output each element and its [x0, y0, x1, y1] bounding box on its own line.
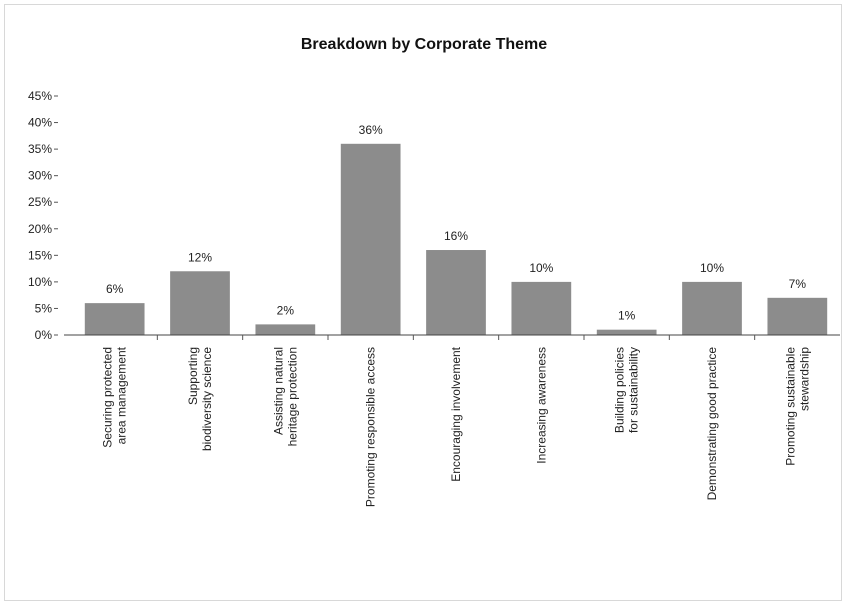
x-tick-label: Building policiesfor sustainability	[613, 347, 641, 433]
y-tick-label: 25%	[28, 195, 52, 209]
x-tick-label: Increasing awareness	[534, 347, 548, 464]
data-label: 7%	[789, 277, 807, 291]
data-label: 10%	[700, 261, 724, 275]
y-tick-label: 45%	[28, 89, 52, 103]
x-axis: Securing protectedarea management Support…	[64, 334, 840, 507]
x-tick-label: Securing protectedarea management	[101, 346, 129, 447]
y-tick-label: 35%	[28, 142, 52, 156]
y-tick-label: 0%	[35, 328, 53, 342]
x-tick-label: Demonstrating good practice	[705, 347, 719, 501]
y-axis: 0% 5% 10% 15% 20% 25% 30% 35% 40% 45%	[28, 89, 58, 342]
data-label: 1%	[618, 309, 636, 323]
y-tick-label: 5%	[35, 301, 53, 315]
data-label: 2%	[277, 303, 295, 317]
bar	[340, 143, 401, 335]
bar	[596, 329, 657, 335]
bar	[767, 297, 828, 335]
x-tick-label: Encouraging involvement	[449, 346, 463, 481]
data-label: 16%	[444, 229, 468, 243]
bar	[511, 281, 572, 335]
x-tick-label: Promoting sustainablestewardship	[783, 347, 811, 466]
chart-title: Breakdown by Corporate Theme	[300, 36, 548, 53]
y-tick-label: 30%	[28, 169, 52, 183]
y-tick-label: 20%	[28, 222, 52, 236]
data-label: 6%	[106, 282, 124, 296]
y-tick-label: 15%	[28, 248, 52, 262]
data-label: 10%	[529, 261, 553, 275]
data-label: 12%	[188, 250, 212, 264]
y-tick-label: 10%	[28, 275, 52, 289]
value-labels: 6% 12% 2% 36% 16% 10% 1% 10% 7%	[106, 123, 806, 323]
bars	[84, 143, 828, 335]
bar	[682, 281, 742, 335]
y-tick-label: 40%	[28, 116, 52, 130]
x-tick-label: Promoting responsible access	[364, 347, 378, 507]
bar	[426, 250, 486, 335]
bar	[170, 271, 230, 335]
x-tick-label: Assisting naturalheritage protection	[271, 347, 299, 446]
x-tick-label: Supportingbiodiversity science	[186, 347, 214, 451]
bar	[84, 303, 145, 335]
bar	[255, 324, 316, 335]
data-label: 36%	[359, 123, 383, 137]
